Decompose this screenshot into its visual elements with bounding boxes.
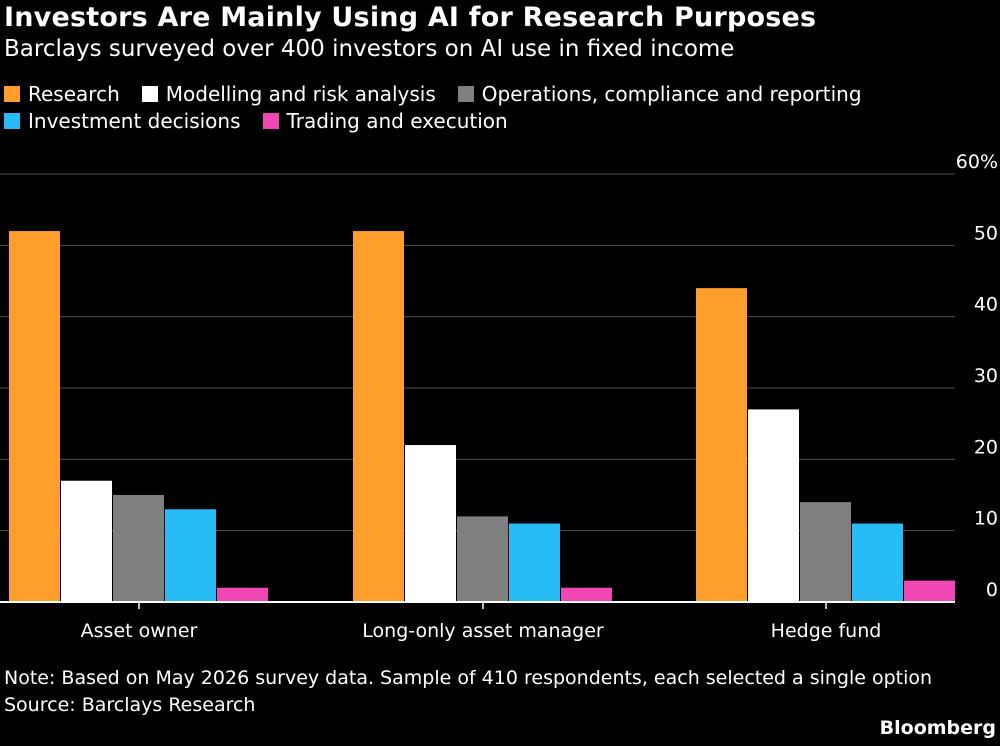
- bar-hedge-fund-operations-compliance-and-reporting: [800, 502, 851, 602]
- legend-swatch-research: [4, 86, 20, 102]
- legend-row-2: Investment decisions Trading and executi…: [4, 108, 530, 134]
- bar-asset-owner-research: [9, 231, 60, 603]
- x-tick-label-asset-owner: Asset owner: [81, 620, 198, 642]
- x-tick-label-hedge-fund: Hedge fund: [771, 620, 882, 642]
- bar-hedge-fund-research: [696, 288, 747, 602]
- legend-swatch-operations: [457, 86, 474, 102]
- bar-hedge-fund-investment-decisions: [852, 523, 903, 602]
- chart-subtitle: Barclays surveyed over 400 investors on …: [4, 36, 735, 62]
- legend-label-modelling: Modelling and risk analysis: [165, 82, 436, 106]
- chart-title: Investors Are Mainly Using AI for Resear…: [4, 2, 817, 33]
- bar-asset-owner-operations-compliance-and-reporting: [113, 495, 164, 602]
- bar-hedge-fund-trading-and-execution: [904, 580, 955, 602]
- legend-swatch-modelling: [141, 86, 158, 102]
- legend-item-modelling: Modelling and risk analysis: [141, 82, 436, 106]
- legend-item-investment: Investment decisions: [4, 109, 241, 133]
- bar-long-only-asset-manager-research: [353, 231, 404, 603]
- legend-row-1: Research Modelling and risk analysis Ope…: [4, 81, 884, 107]
- bloomberg-logo: Bloomberg: [879, 717, 996, 739]
- legend-swatch-investment: [4, 113, 20, 129]
- x-tick-label-long-only-asset-manager: Long-only asset manager: [362, 620, 604, 642]
- legend-label-research: Research: [28, 82, 120, 106]
- y-tick-label-40: 40: [974, 294, 998, 316]
- chart-note: Note: Based on May 2026 survey data. Sam…: [4, 667, 933, 689]
- bar-asset-owner-modelling-and-risk-analysis: [61, 480, 112, 602]
- bar-hedge-fund-modelling-and-risk-analysis: [748, 409, 799, 602]
- y-tick-label-20: 20: [974, 436, 998, 458]
- bar-long-only-asset-manager-investment-decisions: [509, 523, 560, 602]
- legend-swatch-trading: [262, 113, 279, 129]
- bar-long-only-asset-manager-trading-and-execution: [561, 587, 612, 602]
- y-tick-label-10: 10: [974, 508, 998, 530]
- legend-label-operations: Operations, compliance and reporting: [481, 82, 862, 106]
- bar-asset-owner-trading-and-execution: [217, 587, 268, 602]
- legend-item-research: Research: [4, 82, 120, 106]
- bar-long-only-asset-manager-modelling-and-risk-analysis: [405, 445, 456, 602]
- bar-asset-owner-investment-decisions: [165, 509, 216, 602]
- y-tick-label-60: 60%: [956, 151, 998, 173]
- bar-long-only-asset-manager-operations-compliance-and-reporting: [457, 516, 508, 602]
- legend-item-operations: Operations, compliance and reporting: [457, 82, 862, 106]
- legend-label-trading: Trading and execution: [286, 109, 508, 133]
- y-tick-label-0: 0: [986, 579, 998, 601]
- y-tick-label-30: 30: [974, 365, 998, 387]
- bar-chart: 0 10 20 30 40 50 60% Asset owner Long-only asset…: [0, 151, 998, 642]
- legend-label-investment: Investment decisions: [28, 109, 241, 133]
- chart-source: Source: Barclays Research: [4, 694, 256, 716]
- legend-item-trading: Trading and execution: [262, 109, 508, 133]
- y-tick-label-50: 50: [974, 222, 998, 244]
